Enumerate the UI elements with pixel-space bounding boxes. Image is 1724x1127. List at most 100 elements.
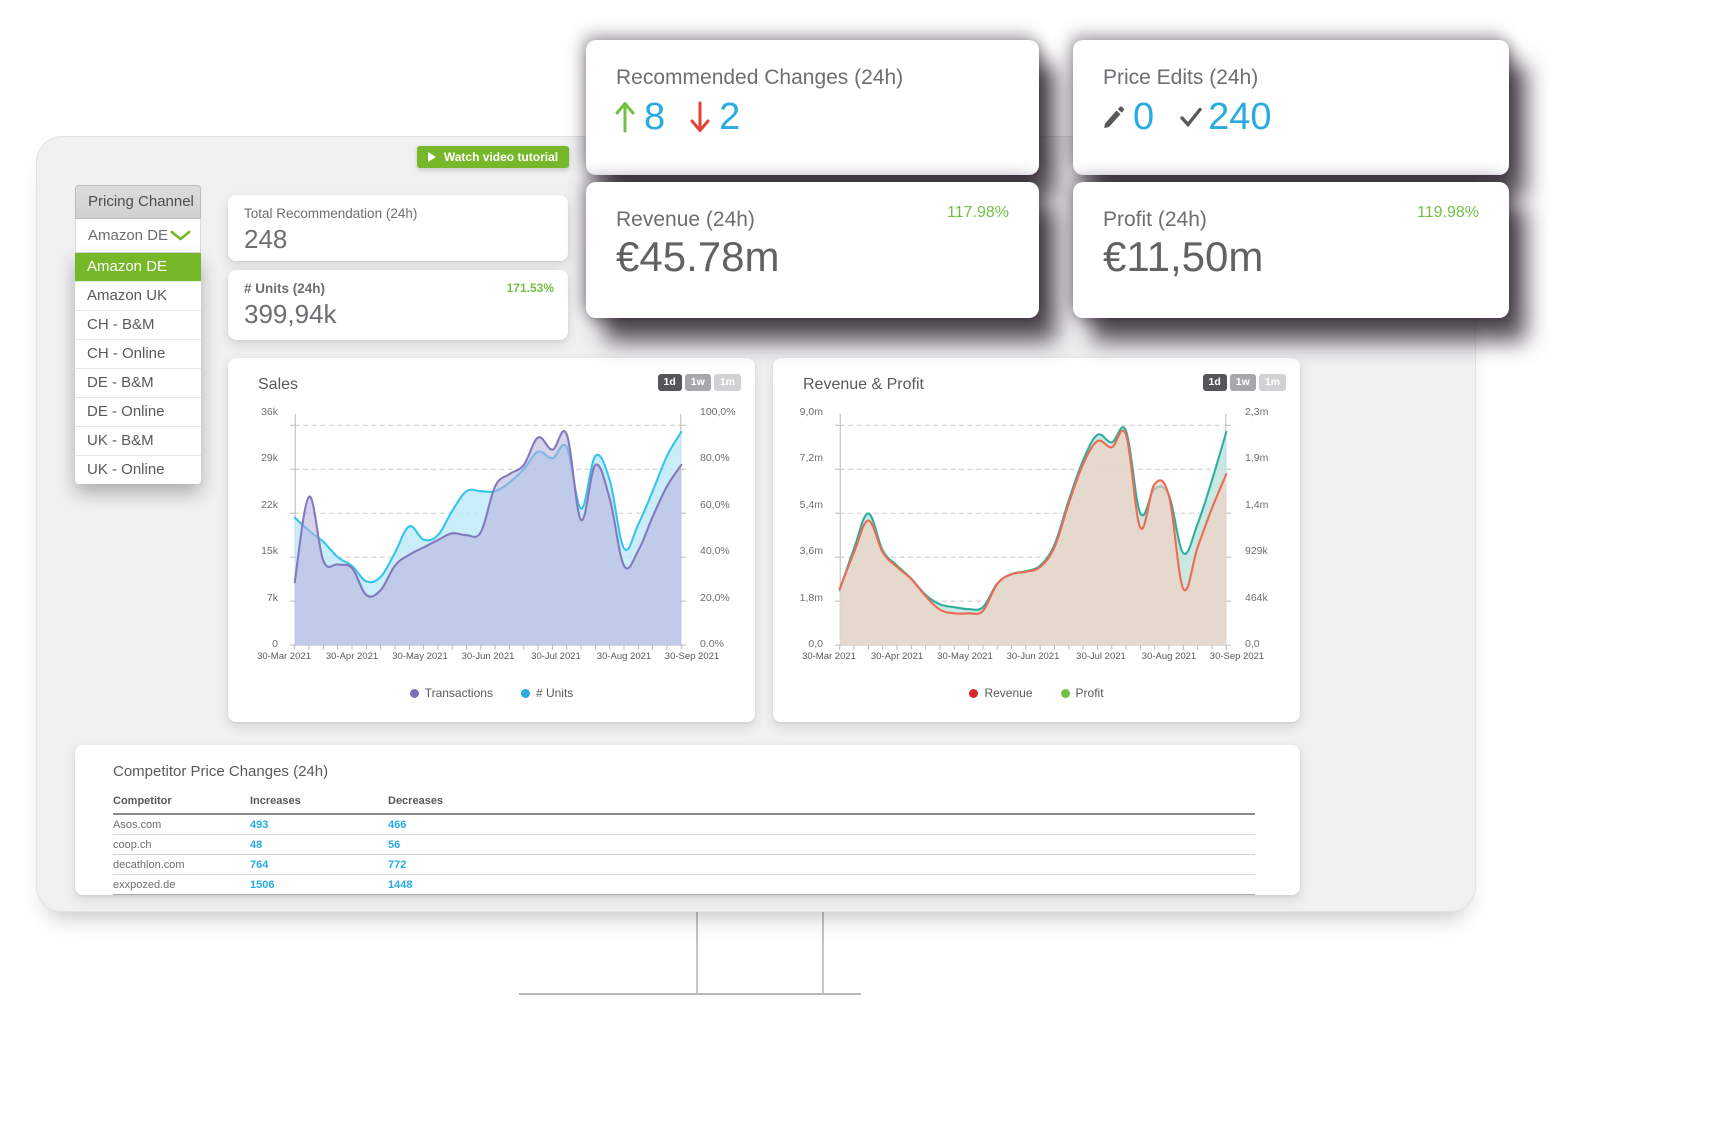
axis-tick-label: 1,9m: [1245, 452, 1269, 465]
profit-title: Profit (24h): [1103, 208, 1207, 231]
pricing-channel-option[interactable]: Amazon UK: [75, 281, 201, 310]
pricing-channel-option[interactable]: CH - Online: [75, 339, 201, 368]
arrow-up-icon: [615, 102, 635, 133]
price-edits-draft-value: 0: [1133, 96, 1155, 138]
pencil-icon: [1104, 106, 1125, 128]
legend-label: Transactions: [424, 686, 493, 700]
monitor-stand-base: [519, 993, 861, 995]
x-axis-tick-label: 30-Aug 2021: [596, 651, 652, 662]
axis-tick-label: 20,0%: [700, 591, 730, 604]
range-button-1d[interactable]: 1d: [1202, 374, 1227, 391]
table-row: exxpozed.de 1506 1448: [113, 875, 1255, 895]
decreases-value[interactable]: 1448: [388, 878, 413, 891]
price-edits-title: Price Edits (24h): [1103, 66, 1259, 89]
increases-value[interactable]: 764: [250, 858, 269, 871]
increases-value[interactable]: 1506: [250, 878, 275, 891]
legend-dot-icon: [969, 688, 979, 698]
x-axis-tick-label: 30-Apr 2021: [870, 651, 924, 662]
recommended-changes-up-value: 8: [644, 96, 666, 138]
pricing-channel-option[interactable]: DE - B&M: [75, 368, 201, 397]
units-card: # Units (24h) 399,94k 171.53%: [228, 270, 568, 340]
range-button-1m[interactable]: 1m: [1258, 374, 1286, 391]
check-icon: [1180, 107, 1202, 128]
profit-value: €11,50m: [1103, 233, 1264, 280]
range-button-1w[interactable]: 1w: [684, 374, 711, 391]
pricing-channel-select[interactable]: Amazon DE: [75, 219, 201, 253]
range-button-1w[interactable]: 1w: [1229, 374, 1256, 391]
revenue-title: Revenue (24h): [616, 208, 755, 231]
competitor-name: coop.ch: [113, 838, 152, 851]
range-button-1m[interactable]: 1m: [713, 374, 741, 391]
x-axis-tick-label: 30-Sep 2021: [664, 651, 720, 662]
axis-tick-label: 0,0: [808, 638, 823, 650]
legend-item[interactable]: Transactions: [409, 686, 493, 700]
pricing-channel-panel: Pricing Channel Amazon DE Amazon DE Amazo…: [75, 185, 201, 484]
x-axis-tick-label: 30-Aug 2021: [1141, 651, 1197, 662]
x-axis-tick-label: 30-Apr 2021: [325, 651, 379, 662]
revenue-profit-chart-card: Revenue & Profit 1d 1w 1m 9,0m 7,2m 5,4m 3,6m…: [773, 358, 1300, 722]
axis-tick-label: 2,3m: [1245, 406, 1269, 418]
sales-chart-title: Sales: [258, 376, 299, 393]
sales-right-axis-labels: 100,0% 80,0% 60,0% 40,0% 20,0% 0.0%: [700, 406, 746, 650]
pricing-channel-option[interactable]: DE - Online: [75, 397, 201, 426]
legend-dot-icon: [1060, 688, 1070, 698]
competitor-table-header: Competitor Increases Decreases: [113, 795, 1255, 815]
competitor-table-title: Competitor Price Changes (24h): [113, 763, 329, 780]
x-axis-tick-label: 30-Mar 2021: [257, 651, 311, 662]
chart-svg: [835, 413, 1231, 650]
sales-chart-card: Sales 1d 1w 1m 36k 29k 22k 15k 7k 0 100,0% 80,0%…: [228, 358, 755, 722]
series-line-units: [293, 430, 683, 584]
legend-item[interactable]: Profit: [1060, 686, 1104, 700]
arrow-down-icon: [690, 101, 710, 132]
axis-tick-label: 5,4m: [799, 498, 823, 511]
legend-label: Revenue: [984, 686, 1033, 700]
revenue-profit-range-buttons: 1d 1w 1m: [1202, 374, 1286, 391]
competitor-name: exxpozed.de: [113, 878, 176, 891]
pricing-channel-option[interactable]: CH - B&M: [75, 310, 201, 339]
increases-value[interactable]: 493: [250, 818, 269, 831]
watch-video-tutorial-button[interactable]: Watch video tutorial: [417, 146, 569, 168]
legend-item[interactable]: Revenue: [969, 686, 1033, 700]
x-axis-tick-label: 30-Jun 2021: [1006, 651, 1060, 662]
axis-tick-label: 929k: [1245, 545, 1268, 558]
monitor-stand-left: [696, 908, 698, 994]
axis-tick-label: 9,0m: [799, 406, 823, 418]
price-edits-applied-value: 240: [1208, 96, 1272, 138]
increases-value[interactable]: 48: [250, 838, 263, 851]
range-button-1d[interactable]: 1d: [657, 374, 682, 391]
decreases-value[interactable]: 56: [388, 838, 401, 851]
units-title: # Units (24h): [244, 281, 326, 296]
units-value: 399,94k: [244, 299, 337, 329]
pricing-channel-selected-value: Amazon DE: [88, 227, 169, 244]
revenue-profit-right-axis-labels: 2,3m 1,9m 1,4m 929k 464k 0,0: [1245, 406, 1291, 650]
axis-tick-label: 1,4m: [1245, 498, 1269, 511]
competitor-table-column: Competitor: [113, 795, 172, 807]
axis-tick-label: 7k: [266, 591, 278, 604]
sales-left-axis-labels: 36k 29k 22k 15k 7k 0: [232, 406, 278, 650]
pricing-channel-options: Amazon DE Amazon UK CH - B&M CH - Online DE …: [75, 253, 201, 484]
revenue-profit-left-axis-labels: 9,0m 7,2m 5,4m 3,6m 1,8m 0,0: [777, 406, 823, 650]
pricing-channel-option[interactable]: UK - Online: [75, 455, 201, 484]
competitor-name: Asos.com: [113, 818, 162, 831]
axis-tick-label: 3,6m: [799, 545, 823, 558]
units-delta-badge: 171.53%: [506, 281, 554, 295]
competitor-name: decathlon.com: [113, 858, 185, 871]
x-axis-tick-label: 30-Jul 2021: [531, 651, 581, 662]
monitor-stand-right: [822, 908, 824, 994]
competitor-table-column: Decreases: [388, 795, 444, 807]
table-row: coop.ch 48 56: [113, 835, 1255, 855]
axis-tick-label: 0.0%: [700, 638, 724, 650]
pricing-channel-option[interactable]: Amazon DE: [75, 253, 201, 281]
total-recommendation-title: Total Recommendation (24h): [244, 206, 418, 221]
series-line-transactions: [293, 430, 683, 598]
axis-tick-label: 100,0%: [700, 406, 736, 418]
pricing-channel-option[interactable]: UK - B&M: [75, 426, 201, 455]
decreases-value[interactable]: 466: [388, 818, 407, 831]
legend-item[interactable]: # Units: [520, 686, 573, 700]
decreases-value[interactable]: 772: [388, 858, 407, 871]
table-row: decathlon.com 764 772: [113, 855, 1255, 875]
revenue-profit-plot-area: [829, 412, 1237, 650]
profit-card: Profit (24h) €11,50m 119.98%: [1073, 182, 1509, 318]
x-axis-tick-label: 30-Jun 2021: [461, 651, 515, 662]
